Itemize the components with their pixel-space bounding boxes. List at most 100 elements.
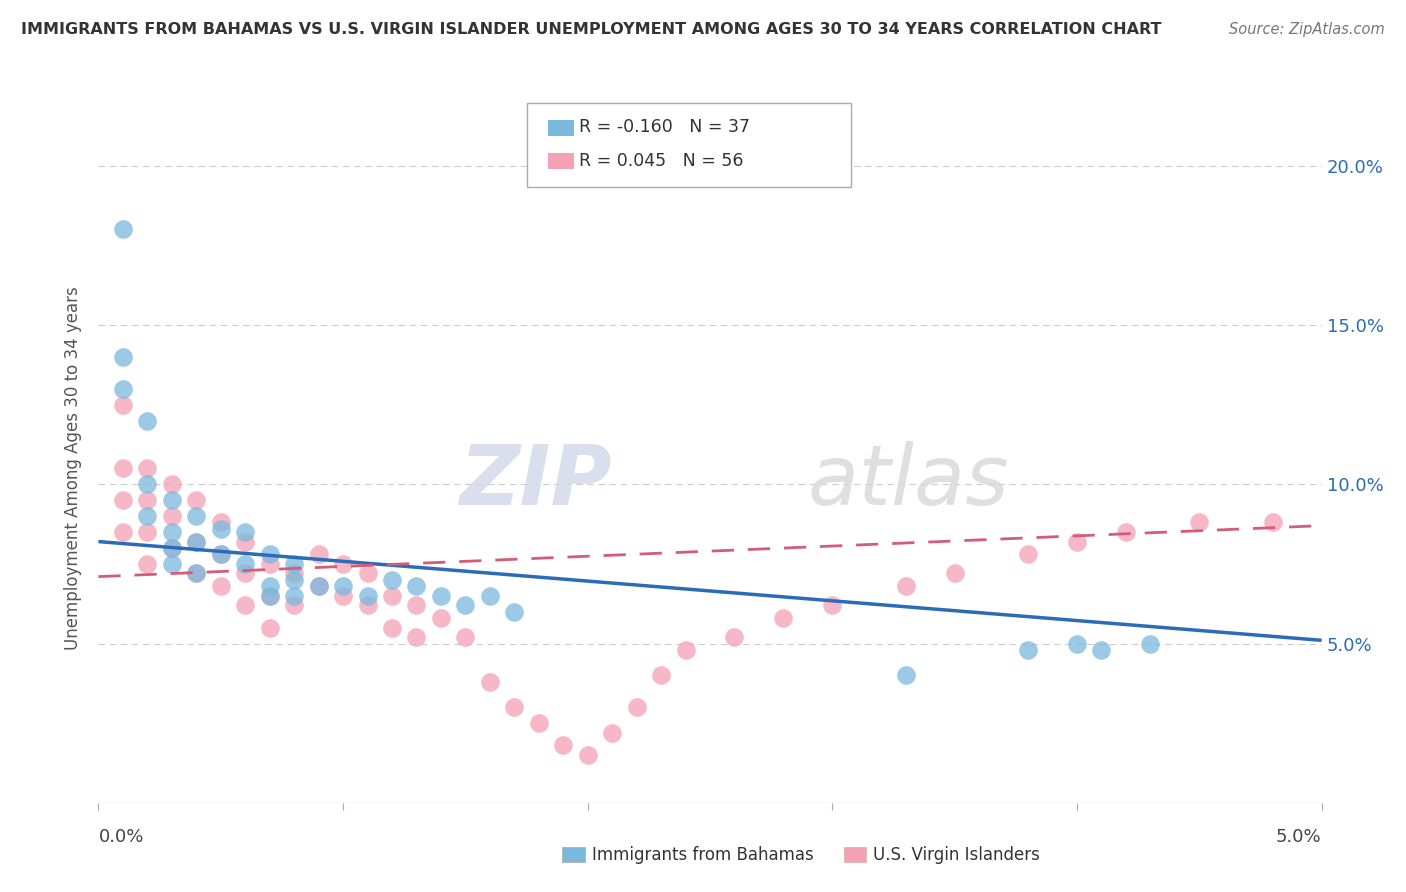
Point (356, 566, 378, 581)
Point (283, 566, 305, 581)
Point (136, 509, 159, 524)
Point (160, 493, 183, 508)
Point (233, 599, 256, 613)
Text: 5.0%: 5.0% (1277, 829, 1322, 847)
Point (209, 547, 232, 561)
Point (233, 534, 256, 549)
Point (1261, 516, 1284, 530)
Point (356, 589, 378, 603)
Point (209, 516, 232, 530)
Point (308, 579, 330, 593)
Point (259, 589, 281, 603)
Point (381, 589, 404, 603)
Point (381, 573, 404, 587)
Point (356, 599, 378, 613)
Point (233, 566, 256, 581)
Point (1017, 547, 1039, 561)
Point (259, 589, 281, 603)
Point (454, 630, 477, 644)
Point (503, 700, 526, 714)
Point (600, 725, 623, 739)
Point (186, 566, 208, 581)
Point (454, 599, 477, 613)
Point (209, 579, 232, 593)
Text: IMMIGRANTS FROM BAHAMAS VS U.S. VIRGIN ISLANDER UNEMPLOYMENT AMONG AGES 30 TO 34: IMMIGRANTS FROM BAHAMAS VS U.S. VIRGIN I… (21, 22, 1161, 37)
Point (772, 611, 794, 625)
Point (1017, 643, 1039, 657)
Point (332, 579, 354, 593)
Point (111, 461, 134, 475)
Point (186, 493, 208, 508)
Point (209, 547, 232, 561)
Point (233, 524, 256, 539)
Point (943, 566, 966, 581)
Point (209, 522, 232, 536)
Point (186, 534, 208, 549)
Point (136, 461, 159, 475)
Text: U.S. Virgin Islanders: U.S. Virgin Islanders (873, 846, 1040, 863)
Point (259, 557, 281, 571)
Point (1115, 524, 1137, 539)
Point (1139, 636, 1161, 650)
Point (478, 674, 501, 689)
Text: atlas: atlas (808, 442, 1010, 522)
Point (576, 747, 599, 762)
Point (821, 599, 844, 613)
Point (1066, 636, 1088, 650)
Point (111, 350, 134, 364)
Point (259, 621, 281, 635)
Point (160, 509, 183, 524)
Point (553, 739, 575, 753)
Point (186, 509, 208, 524)
Point (381, 621, 404, 635)
Point (283, 589, 305, 603)
Point (723, 630, 745, 644)
Point (160, 557, 183, 571)
Point (308, 547, 330, 561)
Point (160, 541, 183, 555)
Point (405, 579, 427, 593)
Point (283, 573, 305, 587)
Point (186, 534, 208, 549)
Point (332, 557, 354, 571)
Text: R = 0.045   N = 56: R = 0.045 N = 56 (579, 152, 744, 169)
Point (894, 579, 917, 593)
Point (160, 477, 183, 491)
Text: 0.0%: 0.0% (98, 829, 143, 847)
Point (527, 716, 550, 731)
Point (160, 541, 183, 555)
Point (283, 557, 305, 571)
Point (308, 579, 330, 593)
Point (1066, 534, 1088, 549)
Point (478, 589, 501, 603)
Point (259, 547, 281, 561)
Text: Immigrants from Bahamas: Immigrants from Bahamas (592, 846, 814, 863)
Point (111, 493, 134, 508)
Point (405, 630, 427, 644)
Text: ZIP: ZIP (460, 442, 612, 522)
Point (160, 524, 183, 539)
Point (430, 611, 453, 625)
Y-axis label: Unemployment Among Ages 30 to 34 years: Unemployment Among Ages 30 to 34 years (65, 286, 83, 650)
Point (405, 599, 427, 613)
Point (136, 477, 159, 491)
Point (650, 668, 672, 682)
Point (111, 398, 134, 412)
Point (136, 557, 159, 571)
Text: R = -0.160   N = 37: R = -0.160 N = 37 (579, 118, 751, 136)
Point (136, 524, 159, 539)
Point (136, 493, 159, 508)
Point (626, 700, 648, 714)
Point (1090, 643, 1112, 657)
Point (894, 668, 917, 682)
Point (430, 589, 453, 603)
Point (233, 557, 256, 571)
Text: Source: ZipAtlas.com: Source: ZipAtlas.com (1229, 22, 1385, 37)
Point (136, 413, 159, 427)
Point (111, 382, 134, 396)
Point (186, 566, 208, 581)
Point (111, 222, 134, 236)
Point (675, 643, 697, 657)
Point (332, 589, 354, 603)
Point (1188, 516, 1211, 530)
